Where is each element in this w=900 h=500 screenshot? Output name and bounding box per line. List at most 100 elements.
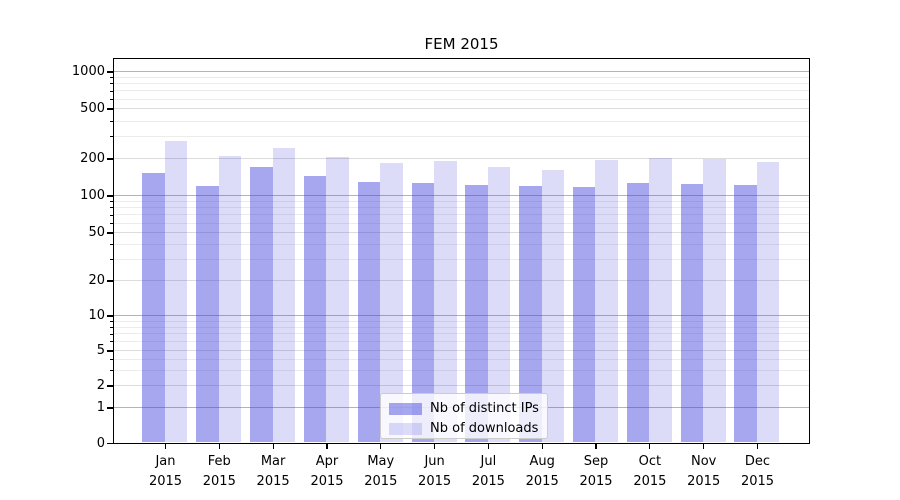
minor-gridline-y-3 [114,369,809,371]
bar-downloads-sep [595,159,618,442]
y-tick-label-200: 200 [80,151,105,166]
gridline-y-100 [114,195,809,197]
x-tick-year: 2015 [471,474,505,489]
y-minor-tick-mark-9 [109,320,113,322]
x-tick-month: Apr [315,454,339,469]
x-tick-mark-aug [541,444,543,449]
plot-area: Nb of distinct IPs Nb of downloads [113,58,810,444]
x-tick-mark-jul [487,444,489,449]
legend: Nb of distinct IPs Nb of downloads [380,393,548,439]
bar-downloads-oct [649,158,672,442]
x-tick-label-jun: Jun 2015 [407,452,463,492]
bar-distinct-ips-nov [680,183,704,442]
y-minor-tick-mark-900 [109,77,113,79]
minor-gridline-y-7 [114,333,809,335]
gridline-y-200 [114,158,809,160]
y-tick-label-500: 500 [80,101,105,116]
x-tick-label-sep: Sep 2015 [568,452,624,492]
y-tick-mark-1 [107,407,113,409]
minor-gridline-y-800 [114,83,809,85]
gridline-y-2 [114,385,809,387]
bar-downloads-feb [218,155,242,442]
bar-distinct-ips-jul [465,185,488,442]
y-tick-mark-500 [107,108,113,110]
minor-gridline-y-90 [114,201,809,202]
y-tick-label-1000: 1000 [71,64,105,79]
y-minor-tick-mark-4 [109,359,113,360]
minor-gridline-y-60 [114,222,809,224]
x-tick-year: 2015 [256,474,290,489]
minor-gridline-y-30 [114,259,809,261]
legend-label-downloads: Nb of downloads [430,421,539,436]
bar-distinct-ips-apr [303,176,327,442]
x-tick-month: Jan [155,454,176,469]
x-tick-label-nov: Nov 2015 [676,452,732,492]
gridline-y-500 [114,108,809,110]
bar-distinct-ips-mar [250,166,273,442]
x-tick-month: Dec [744,454,771,469]
bar-distinct-ips-jan [142,173,165,442]
bar-downloads-dec [756,162,780,442]
x-tick-month: Jul [480,454,497,469]
bar-downloads-nov [703,158,726,442]
x-tick-label-feb: Feb 2015 [191,452,247,492]
y-tick-mark-20 [107,280,113,282]
bar-distinct-ips-oct [626,182,650,442]
gridline-y-5 [114,350,809,352]
x-tick-label-jul: Jul 2015 [460,452,516,492]
x-tick-label-dec: Dec 2015 [730,452,786,492]
x-tick-mark-jan [164,444,167,449]
y-tick-label-100: 100 [80,188,105,203]
y-tick-label-10: 10 [88,308,105,323]
bar-distinct-ips-may [357,182,381,442]
x-tick-year: 2015 [148,474,183,489]
x-tick-label-jan: Jan 2015 [138,452,194,492]
x-tick-mark-dec [756,444,759,449]
x-tick-mark-nov [703,444,705,449]
bar-downloads-jan [164,141,188,442]
minor-gridline-y-80 [114,207,809,209]
y-minor-tick-mark-90 [109,201,113,203]
y-tick-label-50: 50 [88,225,105,240]
x-tick-mark-oct [649,444,651,449]
y-tick-mark-100 [107,195,113,197]
x-tick-mark-sep [595,444,597,449]
x-tick-month: Nov [691,454,717,469]
x-tick-month: Oct [638,454,662,469]
legend-swatch-distinct-ips [389,402,422,415]
bar-distinct-ips-sep [572,187,596,442]
y-minor-tick-mark-3 [109,370,113,371]
x-tick-month: Aug [529,454,555,469]
y-minor-tick-mark-80 [109,207,113,209]
x-tick-month: Sep [583,454,609,469]
bar-downloads-jul [487,166,511,442]
x-tick-label-may: May 2015 [353,452,409,492]
y-tick-mark-0 [107,442,113,445]
x-tick-mark-feb [218,444,220,449]
y-minor-tick-mark-400 [109,120,113,122]
x-tick-year: 2015 [740,474,775,489]
y-minor-tick-mark-30 [109,259,113,261]
bar-downloads-aug [541,170,565,442]
minor-gridline-y-400 [114,120,809,122]
chart-title: FEM 2015 [424,35,499,53]
y-minor-tick-mark-70 [109,214,113,216]
minor-gridline-y-9 [114,320,809,322]
y-minor-tick-mark-300 [109,136,113,138]
minor-gridline-y-6 [114,341,809,343]
gridline-y-1000 [114,71,809,73]
y-tick-label-20: 20 [88,273,105,288]
y-minor-tick-mark-40 [109,244,113,246]
bar-downloads-apr [326,157,349,442]
x-tick-mark-mar [272,444,274,449]
y-tick-label-5: 5 [96,343,105,358]
y-tick-mark-10 [107,315,113,317]
x-tick-year: 2015 [202,474,236,489]
bar-distinct-ips-dec [734,184,757,442]
minor-gridline-y-700 [114,90,809,92]
bar-downloads-may [380,163,403,442]
x-tick-month: Mar [260,454,286,469]
y-minor-tick-mark-6 [109,341,113,343]
x-tick-year: 2015 [418,474,452,489]
